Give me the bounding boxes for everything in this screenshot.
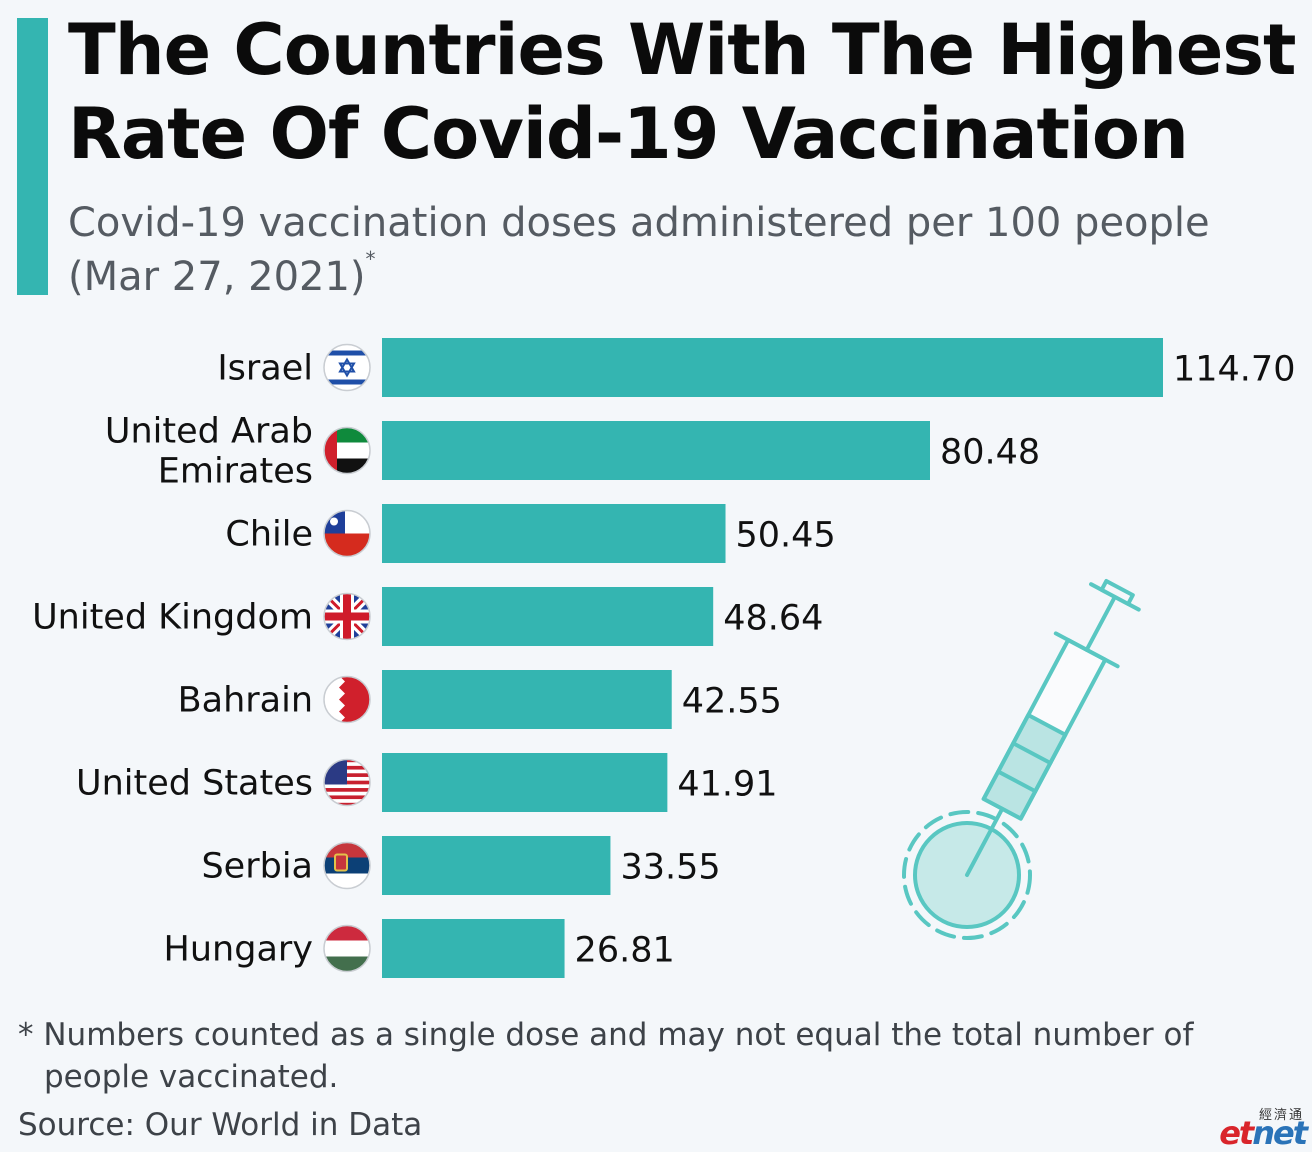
bar-hungary	[382, 919, 565, 978]
value-label-bahrain: 42.55	[682, 682, 782, 722]
uae-flag-icon	[323, 426, 371, 475]
logo-part-net: net	[1252, 1114, 1308, 1152]
israel-flag-icon	[323, 343, 371, 392]
bar-united-states	[382, 753, 668, 812]
bar-bahrain	[382, 670, 672, 729]
bar-row-serbia: Serbia 33.55	[201, 836, 721, 895]
subtitle-footnote-mark: *	[365, 247, 376, 271]
category-label-israel: Israel	[217, 349, 313, 389]
value-label-serbia: 33.55	[620, 848, 720, 888]
chile-flag-icon	[323, 509, 371, 558]
bahrain-flag-icon	[323, 675, 371, 724]
category-label-united-states: United States	[76, 764, 313, 804]
value-label-united-kingdom: 48.64	[723, 599, 823, 639]
category-label-serbia: Serbia	[201, 847, 313, 887]
chart-title: The Countries With The Highest Rate Of C…	[68, 9, 1296, 175]
accent-bar	[17, 18, 48, 295]
bar-row-united-arab-emirates: United Arab Emirates 80.48	[105, 412, 1040, 492]
bar-united-arab-emirates	[382, 421, 930, 480]
bar-row-israel: Israel 114.70	[217, 338, 1295, 397]
category-label-united-kingdom: United Kingdom	[32, 598, 313, 638]
value-label-hungary: 26.81	[575, 931, 675, 971]
logo-chinese-text: 經濟通	[1258, 1108, 1304, 1123]
value-label-united-arab-emirates: 80.48	[940, 433, 1040, 473]
bar-row-united-kingdom: United Kingdom 48.64	[32, 587, 823, 646]
bar-row-chile: Chile 50.45	[225, 504, 836, 563]
serbia-flag-icon	[323, 841, 371, 890]
category-label-bahrain: Bahrain	[178, 681, 313, 721]
syringe-icon	[902, 578, 1141, 940]
bar-serbia	[382, 836, 611, 895]
bar-united-kingdom	[382, 587, 714, 646]
hungary-flag-icon	[323, 924, 371, 973]
footnote: * Numbers counted as a single dose and m…	[18, 1017, 1194, 1095]
category-label-united-arab-emirates: United Arab Emirates	[105, 412, 313, 492]
bar-row-bahrain: Bahrain 42.55	[178, 670, 782, 729]
bar-row-united-states: United States 41.91	[76, 753, 778, 812]
etnet-logo: etnet	[1219, 1114, 1308, 1152]
bar-israel	[382, 338, 1163, 397]
value-label-israel: 114.70	[1173, 350, 1295, 390]
value-label-chile: 50.45	[736, 516, 836, 556]
bar-chart: Israel 114.70 United Arab Emirates 80.48 Chil…	[32, 338, 1295, 978]
source-note: Source: Our World in Data	[18, 1107, 423, 1143]
us-flag-icon	[323, 758, 371, 807]
bars-layer: Israel 114.70 United Arab Emirates 80.48 Chil…	[32, 338, 1295, 978]
category-label-hungary: Hungary	[164, 930, 313, 970]
category-label-chile: Chile	[225, 515, 313, 555]
logo-part-et: et	[1219, 1114, 1254, 1152]
value-label-united-states: 41.91	[677, 765, 777, 805]
bar-row-hungary: Hungary 26.81	[164, 919, 675, 978]
uk-flag-icon	[323, 592, 371, 641]
subtitle-text: Covid-19 vaccination doses administered …	[68, 200, 1210, 300]
chart-subtitle: Covid-19 vaccination doses administered …	[68, 196, 1268, 304]
bar-chile	[382, 504, 726, 563]
